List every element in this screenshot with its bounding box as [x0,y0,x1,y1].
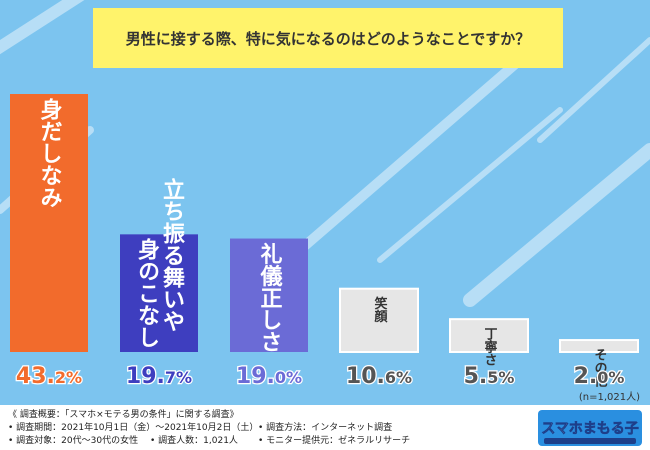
logo-background [538,410,642,446]
logo-tagline-band [544,438,636,444]
title-box: 男性に接する際、特に気になるのはどのようなことですか？ [93,8,563,68]
brand-logo: スマホまもる子 [538,410,642,446]
survey-period: • 調査期間：2021年10月1日（金）〜2021年10月2日（土） [8,421,258,433]
category-label-1: 身だしなみ [37,97,63,208]
value-labels-layer: 43.2% 19.7% 19.0% 10.6% 5.5% 2.0% [15,363,626,391]
survey-count: • 調査人数：1,021人 [150,434,238,446]
survey-title: 《 調査概要：「スマホ×モテる男の条件」に関する調査》 [8,408,239,420]
category-label-3: 礼儀正しさ [257,242,284,353]
value-label-3: 19.0% [236,364,302,389]
title-background [93,8,563,68]
category-label-4: 笑顔 [372,296,389,324]
background-streaks [0,0,650,307]
value-label-4: 10.6% [346,364,412,389]
survey-method: • 調査方法：インターネット調査 [258,421,392,433]
value-label-5: 5.5% [464,364,515,389]
value-label-6: 2.0% [574,364,625,389]
footer: 《 調査概要：「スマホ×モテる男の条件」に関する調査》 • 調査期間：2021年… [0,405,650,450]
bar-2 [120,234,198,352]
sample-size-note: (n=1,021人) [579,391,640,403]
logo-text: スマホまもる子 [541,421,639,437]
survey-target: • 調査対象：20代〜30代の女性 [8,434,138,446]
category-label-2-line-2: 身のこなし [134,238,160,349]
bar-5 [449,318,529,353]
bar-6 [559,339,639,353]
category-label-5: 丁寧さ [482,327,498,366]
bar-1 [10,94,88,352]
value-label-2: 19.7% [126,364,192,389]
survey-provider: • モニター提供元：ゼネラルリサーチ [258,434,410,446]
bar-4 [339,287,419,354]
category-label-6: その他 [592,348,609,388]
category-label-2-line-1: 立ち振る舞いや [159,178,185,333]
value-label-1: 43.2% [16,364,82,389]
bar-3 [230,238,308,352]
chart-title: 男性に接する際、特に気になるのはどのようなことですか？ [126,30,531,48]
